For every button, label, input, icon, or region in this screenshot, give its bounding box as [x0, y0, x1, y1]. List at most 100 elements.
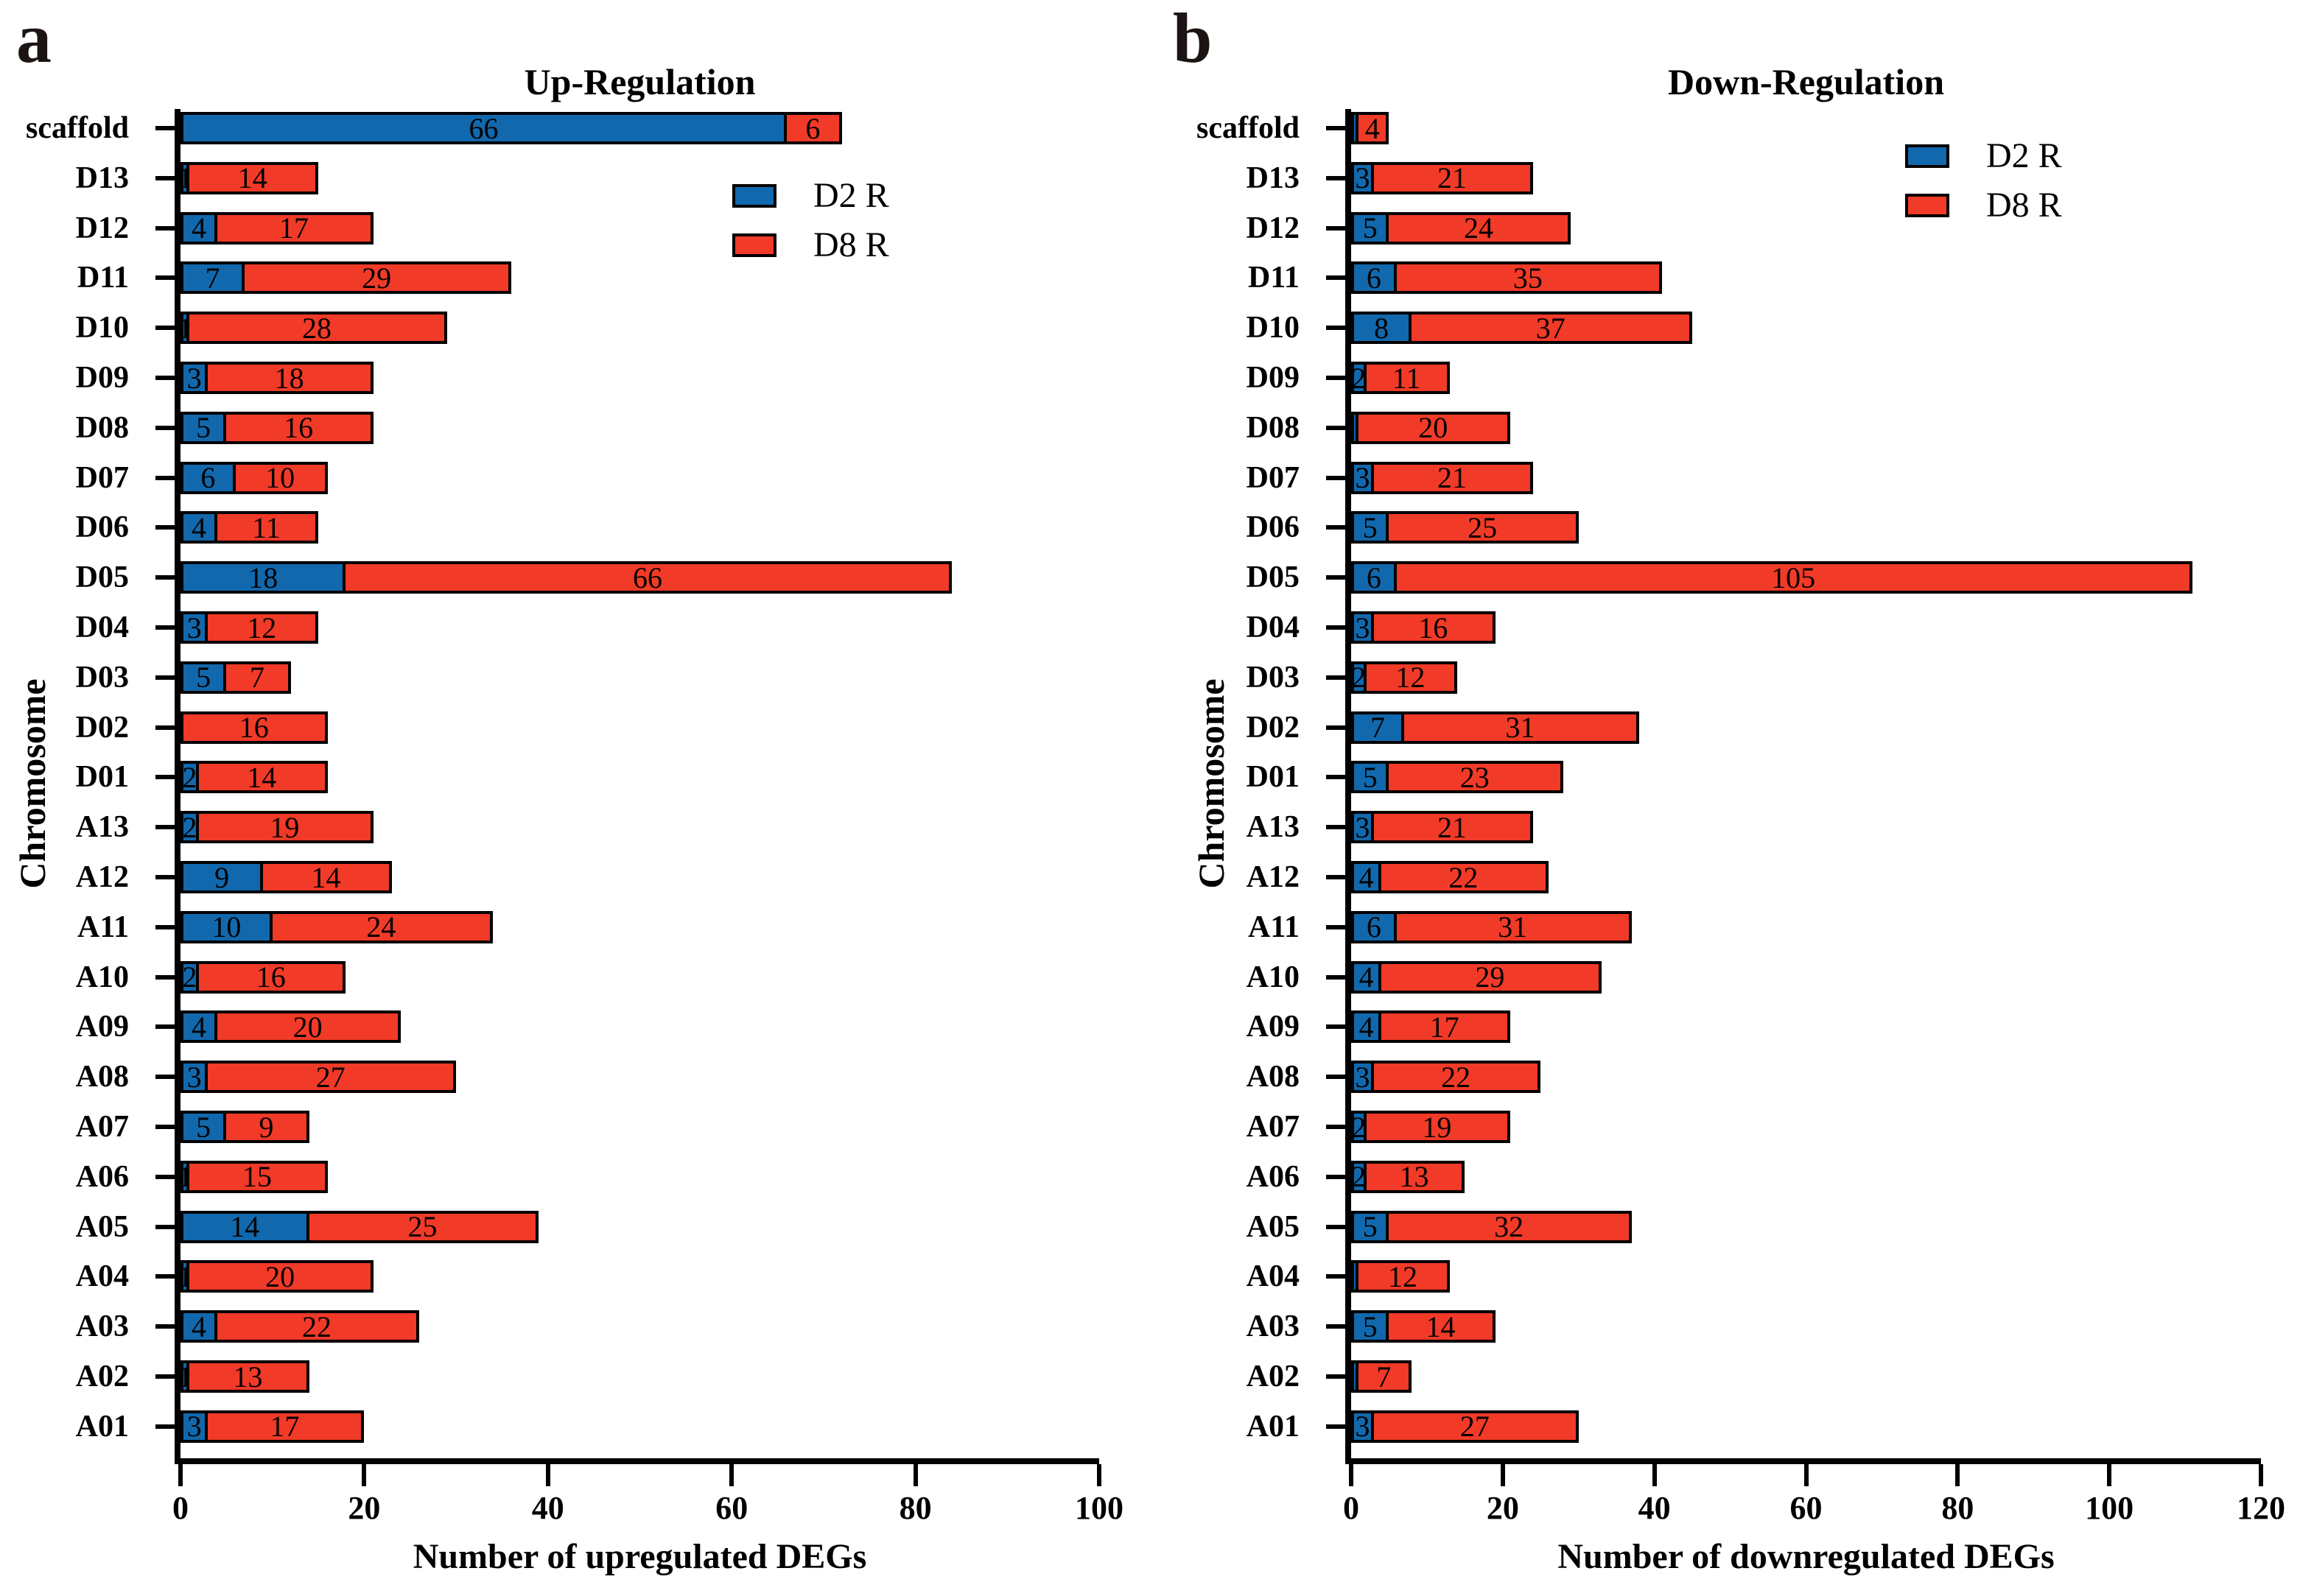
y-tick: [155, 1224, 175, 1229]
bar-value-label: 2: [1354, 1163, 1364, 1190]
panel-title: Down-Regulation: [1667, 61, 1945, 102]
category-label: D02: [1246, 710, 1300, 745]
y-tick: [1326, 974, 1345, 980]
bar-segment-d8r: 13: [186, 1360, 309, 1393]
bar-segment-d2r: 3: [180, 1061, 208, 1094]
y-tick: [1326, 675, 1345, 680]
bar-segment-d8r: 28: [186, 312, 447, 345]
legend-label: D8 R: [1986, 186, 2062, 225]
x-tick-label: 0: [1343, 1490, 1359, 1526]
category-label: A07: [1246, 1110, 1300, 1144]
bar-segment-d8r: 22: [214, 1310, 420, 1343]
category-label: A01: [75, 1409, 129, 1444]
y-tick: [1326, 1374, 1345, 1379]
bar-segment-d8r: 19: [1363, 1111, 1511, 1143]
bar-value-label: 22: [1448, 864, 1479, 890]
bar-segment-d8r: 17: [214, 211, 374, 245]
bar-value-label: 9: [259, 1114, 274, 1140]
bar-segment-d2r: 66: [180, 112, 788, 144]
category-label: A04: [75, 1259, 129, 1294]
category-label: A13: [75, 810, 129, 845]
bar-value-label: 3: [186, 365, 202, 391]
bar-value-label: 6: [1366, 264, 1381, 292]
x-tick: [2259, 1464, 2263, 1486]
bar-segment-d8r: 7: [1356, 1360, 1412, 1393]
category-label: D12: [75, 211, 129, 245]
bar-value-label: 14: [237, 164, 267, 191]
bar-value-label: 4: [1364, 115, 1380, 141]
bar-segment-d8r: 16: [180, 711, 328, 744]
bar-value-label: 3: [1355, 1064, 1370, 1091]
y-tick: [1326, 775, 1345, 780]
bar-value-label: 5: [196, 1114, 211, 1140]
bar-segment-d8r: 14: [195, 761, 328, 794]
y-tick: [155, 875, 175, 879]
bar-value-label: 5: [1362, 1213, 1378, 1240]
x-tick-label: 40: [1638, 1490, 1671, 1526]
category-label: D08: [1246, 410, 1300, 445]
category-label: D09: [1246, 361, 1300, 395]
bar-segment-d8r: 10: [232, 461, 328, 494]
bar-value-label: 11: [252, 514, 281, 541]
y-tick: [155, 1424, 175, 1429]
y-tick: [1326, 1224, 1345, 1229]
bar-segment-d8r: 25: [306, 1210, 539, 1243]
bar-segment-d8r: 6: [784, 112, 842, 144]
category-label: scaffold: [26, 111, 129, 145]
bar-segment-d8r: 22: [1378, 861, 1549, 893]
x-tick-label: 100: [2085, 1490, 2134, 1526]
x-tick: [362, 1464, 367, 1486]
bar-segment-d8r: 31: [1393, 910, 1632, 943]
bar-segment-d8r: 17: [1378, 1010, 1511, 1044]
bar-value-label: 8: [1374, 314, 1389, 342]
legend-swatch-d2r: [732, 184, 776, 208]
bar-segment-d8r: 20: [186, 1260, 374, 1293]
category-label: A03: [1246, 1310, 1300, 1344]
legend: D2 R D8 R: [1905, 138, 2062, 225]
category-label: A13: [1246, 810, 1300, 845]
bar-value-label: 2: [1354, 1114, 1364, 1140]
bar-value-label: 4: [1358, 864, 1374, 890]
bar-segment-d8r: 14: [186, 161, 319, 194]
y-tick: [155, 1374, 175, 1379]
y-tick: [1326, 425, 1345, 430]
y-tick: [155, 675, 175, 680]
x-tick-label: 20: [348, 1490, 381, 1526]
x-tick-label: 60: [1789, 1490, 1823, 1526]
bar-value-label: 4: [191, 214, 206, 242]
bar-value-label: 12: [247, 614, 277, 641]
category-label: D05: [75, 560, 129, 595]
y-axis-line: [1345, 109, 1351, 1464]
category-label: D05: [1246, 560, 1300, 595]
y-tick: [155, 1174, 175, 1179]
bar-value-label: 2: [183, 764, 196, 791]
bar-value-label: 21: [1437, 464, 1467, 491]
bar-segment-d8r: 37: [1409, 312, 1693, 345]
bar-value-label: 21: [1437, 814, 1467, 841]
bar-value-label: 4: [191, 1013, 206, 1041]
bar-value-label: 24: [1463, 214, 1493, 242]
y-tick: [155, 1274, 175, 1279]
y-tick: [1326, 275, 1345, 281]
bar-value-label: 7: [1370, 714, 1386, 741]
bar-value-label: 3: [1355, 464, 1370, 491]
y-tick: [1326, 1174, 1345, 1179]
y-tick: [155, 275, 175, 281]
y-tick: [155, 924, 175, 929]
y-tick: [1326, 126, 1345, 130]
x-tick-label: 40: [531, 1490, 564, 1526]
category-label: D11: [1247, 261, 1300, 295]
y-tick: [1326, 326, 1345, 331]
y-tick: [1326, 1274, 1345, 1279]
y-tick: [155, 725, 175, 730]
category-label: D10: [1246, 311, 1300, 345]
category-label: D13: [75, 161, 129, 195]
bar-value-label: 20: [1418, 414, 1448, 441]
category-label: D04: [75, 611, 129, 644]
category-label: A07: [75, 1110, 129, 1144]
bar-value-label: 5: [1362, 764, 1378, 791]
x-axis-line: [1345, 1458, 2261, 1464]
bar-value-label: 6: [805, 115, 821, 141]
